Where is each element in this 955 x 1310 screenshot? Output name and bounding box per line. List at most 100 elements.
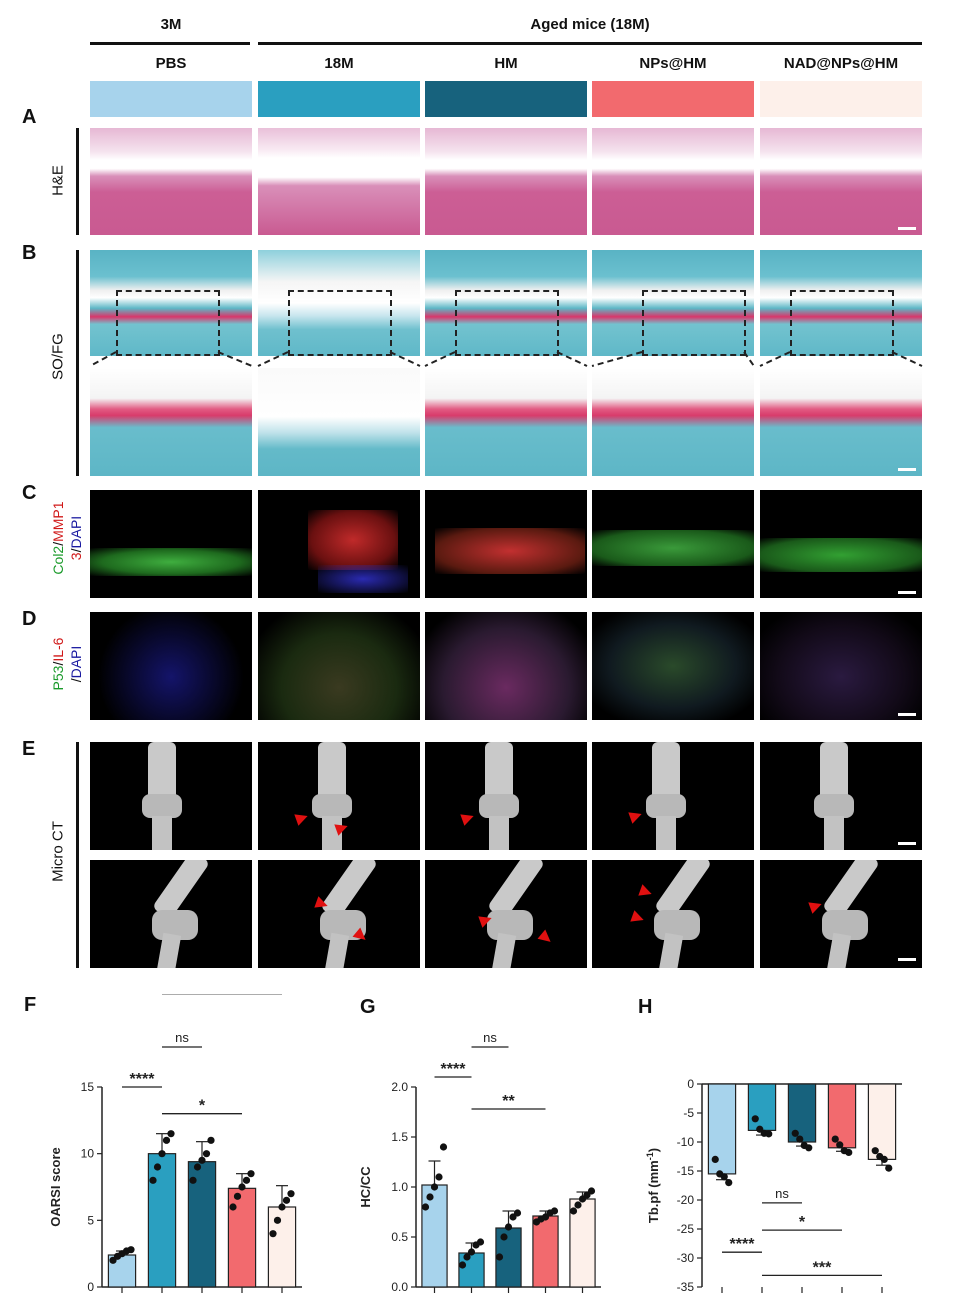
y-tick-label: 0 [687, 1077, 694, 1091]
data-point [242, 1176, 251, 1184]
if-p53-scale-bar [898, 713, 916, 716]
data-point [193, 1163, 202, 1171]
label-slash: / [50, 541, 66, 546]
group-swatch-nad [760, 81, 922, 117]
data-point [439, 1143, 448, 1151]
y-tick-label: -25 [677, 1222, 695, 1236]
y-tick-label: 15 [81, 1080, 95, 1094]
data-point [207, 1136, 215, 1144]
y-tick-label: 1.0 [391, 1180, 408, 1194]
he-image-18m [258, 128, 420, 235]
y-tick-label: -20 [677, 1193, 695, 1207]
zoom-guide-lines [89, 351, 923, 367]
data-point [720, 1173, 728, 1181]
if-p53-image-nps [592, 612, 754, 720]
data-point [791, 1129, 799, 1137]
data-point [574, 1201, 582, 1209]
zoom-box-18m [288, 290, 392, 356]
y-tick-label: 0 [87, 1280, 94, 1294]
data-point [550, 1207, 559, 1215]
ct-side-image-nad [760, 860, 922, 968]
header-3m: 3M [160, 16, 182, 33]
ct-front-scale-bar [898, 842, 916, 845]
panel-d-letter: D [22, 608, 37, 630]
group-label-nad: NAD@NPs@HM [783, 55, 899, 72]
y-axis-label-sup: -1 [645, 1152, 655, 1160]
panel-b-letter: B [22, 242, 37, 264]
y-tick-label: 0.0 [391, 1280, 408, 1294]
data-point [880, 1155, 888, 1163]
bar [458, 1252, 485, 1288]
if-col2-image-18m [258, 490, 420, 598]
y-axis-label: OARSI score [48, 1147, 63, 1226]
data-point [711, 1155, 719, 1163]
data-point [162, 1136, 171, 1144]
y-tick-label: -30 [677, 1251, 695, 1265]
data-point [885, 1164, 893, 1172]
so-scale-bar [898, 468, 916, 471]
zoom-box-nad [790, 290, 894, 356]
data-point [153, 1163, 162, 1171]
ct-side-image-hm [425, 860, 587, 968]
label-d-dapi: DAPI [68, 645, 84, 679]
panel-e-label: Micro CT [49, 821, 67, 882]
data-point [158, 1150, 166, 1158]
ct-side-image-18m [258, 860, 420, 968]
data-point [247, 1170, 255, 1178]
label-col2: Col2 [50, 545, 66, 575]
panel-f-letter: F [24, 994, 37, 1016]
ct-front-image-hm [425, 742, 587, 850]
data-point [273, 1216, 282, 1224]
if-col2-image-hm [425, 490, 587, 598]
data-point [587, 1187, 596, 1195]
data-point [463, 1253, 471, 1261]
y-tick-label: -15 [677, 1164, 695, 1178]
data-point [426, 1193, 434, 1201]
he-image-hm [425, 128, 587, 235]
y-tick-label: 0.5 [391, 1230, 408, 1244]
data-point [504, 1223, 513, 1231]
data-point [476, 1238, 485, 1246]
group-label-18m: 18M [324, 55, 354, 72]
so-zoom-image-nps [592, 368, 754, 476]
data-point [238, 1183, 246, 1191]
panel-a-letter: A [22, 106, 37, 128]
group-label-hm: HM [494, 55, 518, 72]
data-point [805, 1144, 813, 1152]
significance-label: **** [441, 1061, 467, 1078]
y-tick-label: 2.0 [391, 1080, 408, 1094]
if-col2-image-pbs [90, 490, 252, 598]
group-swatch-nps [592, 81, 754, 117]
data-point [167, 1130, 175, 1138]
data-point [202, 1150, 211, 1158]
significance-label: **** [730, 1236, 756, 1253]
so-zoom-image-hm [425, 368, 587, 476]
data-point [435, 1173, 443, 1181]
label-d-slash2: / [68, 678, 84, 683]
zoom-box-pbs [116, 290, 220, 356]
if-col2-scale-bar [898, 591, 916, 594]
label-dapi: DAPI [68, 515, 84, 549]
significance-label: ns [175, 1030, 189, 1045]
y-tick-label: 5 [87, 1213, 94, 1227]
significance-label: ns [775, 1186, 789, 1201]
panel-g-letter: G [360, 996, 376, 1018]
data-point [569, 1207, 578, 1215]
data-point [725, 1179, 733, 1187]
bar [267, 1206, 297, 1288]
if-p53-image-hm [425, 612, 587, 720]
y-tick-label: -10 [677, 1135, 695, 1149]
panel-c-letter: C [22, 482, 37, 504]
y-tick-label: 10 [81, 1147, 95, 1161]
significance-label: *** [813, 1259, 832, 1276]
data-point [495, 1253, 504, 1261]
data-point [282, 1196, 291, 1204]
data-point [127, 1246, 135, 1254]
he-scale-bar [898, 227, 916, 230]
if-p53-image-nad [760, 612, 922, 720]
so-image-18m [258, 250, 420, 356]
y-tick-label: -35 [677, 1280, 695, 1294]
y-tick-label: -5 [683, 1106, 694, 1120]
group-swatch-hm [425, 81, 587, 117]
